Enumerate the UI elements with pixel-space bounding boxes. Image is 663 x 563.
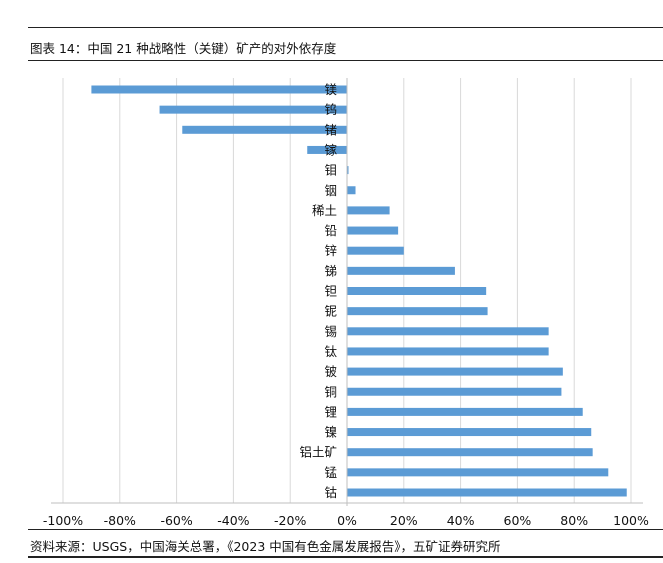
bar-12 (347, 327, 549, 336)
bar-13 (347, 347, 549, 356)
caption-rule (28, 60, 663, 61)
top-rule (28, 27, 663, 28)
category-label-4: 钼 (324, 163, 337, 178)
category-label-9: 锑 (324, 263, 337, 278)
x-tick-label-9: 80% (560, 513, 588, 528)
category-label-15: 铜 (324, 384, 337, 399)
bar-18 (347, 448, 593, 457)
bars (91, 85, 627, 497)
category-label-18: 铝土矿 (299, 445, 337, 460)
category-label-12: 锡 (324, 324, 337, 339)
category-label-2: 锗 (324, 122, 337, 137)
bar-4 (347, 166, 349, 175)
x-tick-label-0: -100% (43, 513, 83, 528)
bar-11 (347, 307, 488, 316)
x-tick-label-10: 100% (613, 513, 649, 528)
category-label-20: 钴 (324, 485, 337, 500)
bar-0 (91, 85, 348, 94)
bar-6 (347, 206, 390, 215)
category-label-10: 钽 (324, 284, 337, 299)
source-note: 资料来源：USGS，中国海关总署，《2023 中国有色金属发展报告》，五矿证券研… (30, 539, 501, 554)
x-tick-label-6: 20% (390, 513, 418, 528)
x-tick-label-1: -80% (104, 513, 136, 528)
bar-1 (159, 105, 347, 114)
category-label-11: 铌 (324, 304, 337, 319)
category-label-1: 钨 (324, 102, 337, 117)
x-tick-label-4: -20% (274, 513, 306, 528)
bar-3 (307, 145, 347, 154)
category-label-3: 镓 (324, 142, 337, 157)
x-tick-label-5: 0% (337, 513, 357, 528)
category-label-13: 钛 (324, 344, 337, 359)
chart-bottom-rule (28, 529, 663, 530)
x-tick-label-2: -60% (160, 513, 192, 528)
bar-19 (347, 468, 609, 477)
category-label-0: 镁 (324, 82, 337, 97)
category-label-14: 铍 (324, 364, 337, 379)
bar-7 (347, 226, 399, 235)
category-label-5: 铟 (324, 183, 337, 198)
category-label-16: 锂 (324, 404, 337, 419)
bottom-rule (28, 556, 663, 558)
figure-caption: 图表 14：中国 21 种战略性（关键）矿产的对外依存度 (30, 41, 337, 56)
bar-14 (347, 367, 563, 376)
category-label-19: 锰 (324, 465, 337, 480)
category-label-17: 镍 (324, 425, 337, 440)
bar-8 (347, 246, 404, 255)
x-tick-label-3: -40% (217, 513, 249, 528)
x-tick-label-7: 40% (447, 513, 475, 528)
x-tick-label-8: 60% (504, 513, 532, 528)
bar-10 (347, 287, 487, 295)
bar-9 (347, 266, 455, 275)
category-label-7: 铅 (324, 223, 337, 238)
x-axis: -100% -80% -60% -40% -20% 0% 20% 40% 60% 80% 100% (43, 78, 649, 528)
bar-17 (347, 428, 592, 437)
category-label-8: 锌 (324, 243, 337, 258)
bar-2 (182, 125, 347, 134)
bar-15 (347, 387, 562, 396)
bar-5 (347, 186, 356, 195)
bar-16 (347, 407, 583, 416)
category-label-6: 稀土 (312, 203, 337, 218)
bar-20 (347, 488, 627, 497)
